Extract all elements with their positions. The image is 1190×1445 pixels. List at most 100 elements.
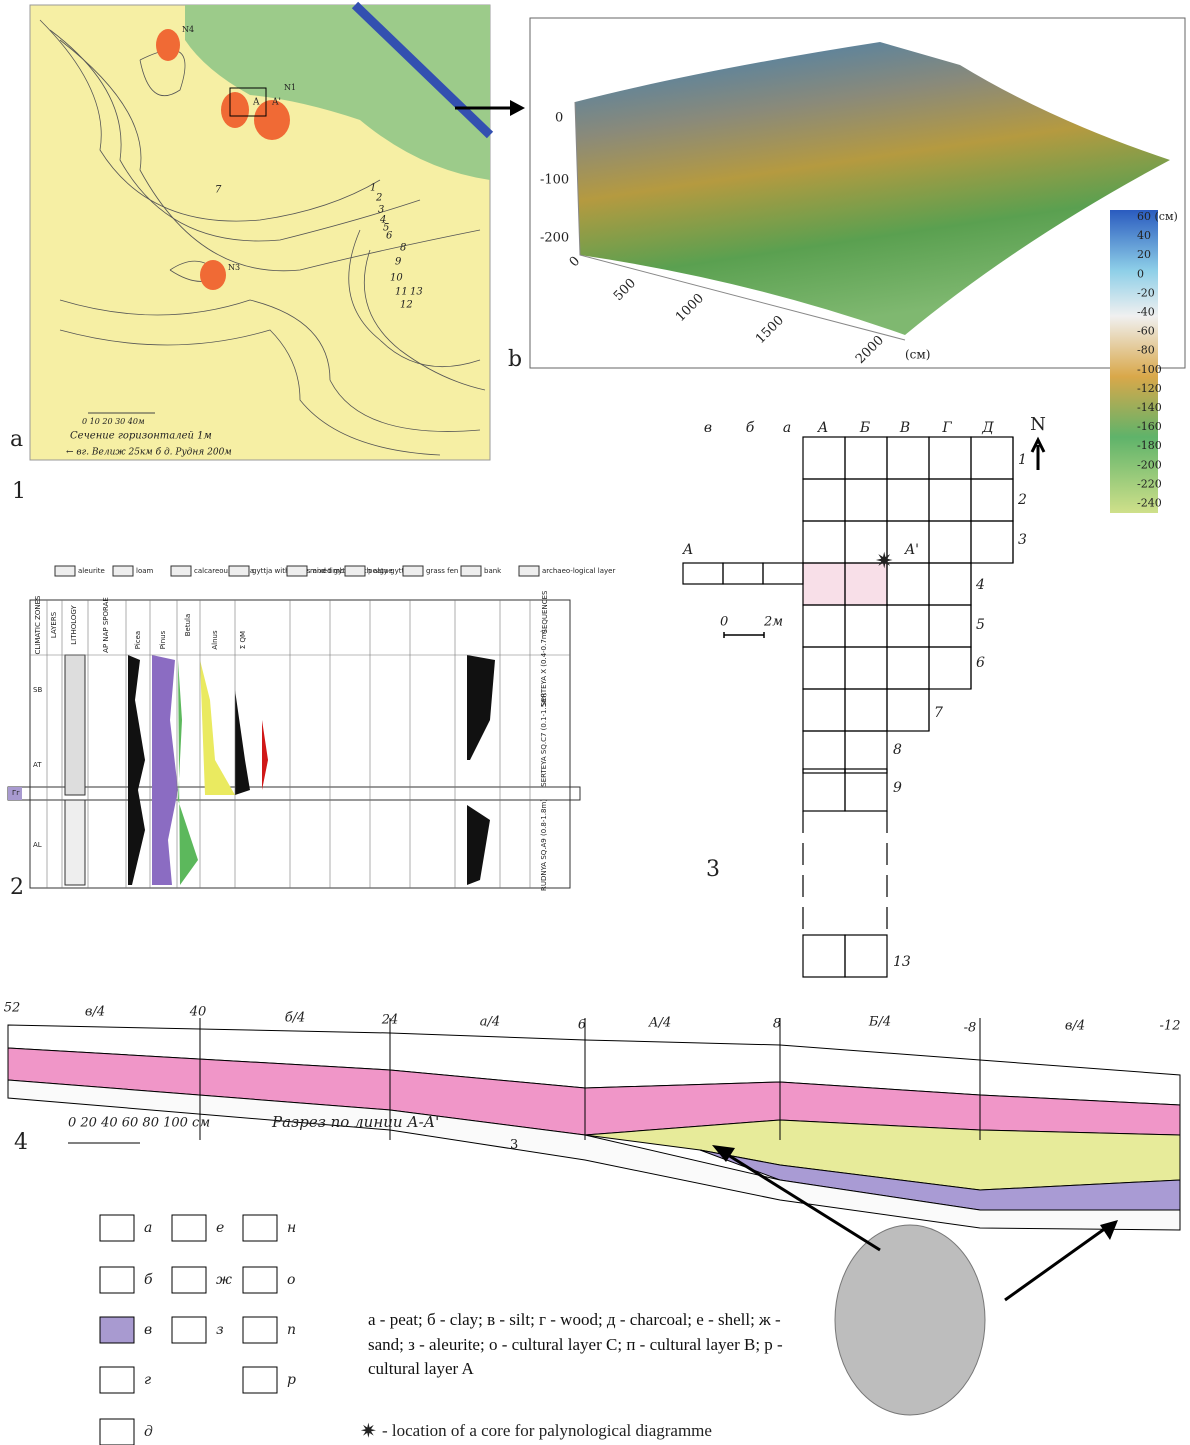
cell (845, 689, 887, 731)
legend-letter: б (144, 1272, 153, 1288)
colorbar-label: -220 (1137, 477, 1162, 490)
section-label: 40 (189, 1005, 207, 1020)
colorbar-label: 0 (1137, 267, 1144, 280)
row-label: 8 (893, 742, 902, 758)
zone-label: AT (33, 761, 42, 769)
panel-label: a (10, 427, 23, 452)
legend-swatch (172, 1267, 206, 1293)
point-label: A (681, 542, 693, 558)
contour-label: 10 (390, 273, 403, 284)
legend (100, 1215, 277, 1445)
contour-label: 12 (400, 300, 413, 311)
legend-letter: о (287, 1272, 295, 1288)
legend-letter: р (287, 1372, 296, 1388)
core-star: ✷ (360, 1419, 377, 1443)
contour-label: 7 (215, 185, 222, 196)
contour-label: 6 (386, 231, 393, 242)
cell (887, 689, 929, 731)
legend-swatch (243, 1367, 277, 1393)
legend-swatch (345, 566, 365, 576)
column-header: SEQUENCES (541, 590, 549, 633)
legend-label: bank (484, 567, 502, 575)
north-label: N (1030, 414, 1046, 435)
cell (887, 437, 929, 479)
scale-bar (724, 632, 764, 638)
cell (845, 647, 887, 689)
cell (723, 563, 763, 584)
legend-letter: з (216, 1322, 224, 1338)
column-header: LAYERS (50, 611, 58, 638)
cell (803, 935, 845, 977)
legend-swatch (172, 1317, 206, 1343)
scale-label: 0 (720, 615, 728, 630)
scale-label: 0 20 40 60 80 100 см (68, 1116, 210, 1131)
legend-swatch (172, 1215, 206, 1241)
colorbar-label: -240 (1137, 497, 1162, 510)
panel-label: 2 (10, 875, 24, 900)
cell (929, 479, 971, 521)
zone-label: SB (33, 686, 42, 694)
cell (887, 647, 929, 689)
cell (845, 605, 887, 647)
section-label: а/4 (480, 1015, 500, 1030)
sequence-label: RUDNYA SQ.A9 (0.8-1.8m) (540, 799, 548, 891)
colorbar-label: -180 (1137, 439, 1162, 452)
row-label: 3 (1018, 532, 1027, 548)
legend-letter: д (144, 1424, 153, 1440)
row-label: 13 (893, 954, 911, 970)
scale-label: 2м (763, 615, 783, 630)
column-header: Betula (184, 614, 192, 637)
legend-swatch (243, 1215, 277, 1241)
site (156, 29, 180, 61)
colorbar-label: -100 (1137, 363, 1162, 376)
cell (929, 437, 971, 479)
cell (929, 647, 971, 689)
colorbar-label: -20 (1137, 286, 1155, 299)
section-label: 52 (4, 1001, 21, 1016)
column-label: В (899, 420, 910, 436)
pollen-diagram (8, 600, 580, 888)
grid-plan (683, 437, 1044, 977)
marker-label: N1 (284, 83, 296, 92)
colorbar-label: -60 (1137, 325, 1155, 338)
cell (929, 605, 971, 647)
contour-label: 2 (375, 193, 382, 204)
legend-swatch (100, 1367, 134, 1393)
legend-swatch (229, 566, 249, 576)
colorbar-label: 20 (1137, 248, 1151, 261)
contour-label: 11 (395, 287, 408, 298)
colorbar-label: -80 (1137, 344, 1155, 357)
column-label: Б (859, 420, 870, 436)
map (30, 5, 490, 460)
core-star: ✷ (875, 549, 893, 574)
section-label: -12 (1160, 1019, 1181, 1034)
cell (845, 437, 887, 479)
column-header: LITHOLOGY (70, 605, 78, 645)
zone-label: AL (33, 841, 42, 849)
cell (763, 563, 803, 584)
cell (683, 563, 723, 584)
section-label: -8 (964, 1021, 977, 1036)
contour-label: 8 (400, 243, 406, 254)
legend-letter: п (287, 1322, 296, 1338)
arrowhead (510, 100, 525, 116)
column-header: AP NAP SPORAE (102, 597, 110, 653)
legend-swatch (461, 566, 481, 576)
unit-label: (см) (905, 348, 930, 362)
caption: Сечение горизонталей 1м (70, 431, 212, 442)
legend-swatch (100, 1215, 134, 1241)
cell (845, 935, 887, 977)
contour-label: 13 (410, 287, 423, 298)
legend-swatch (243, 1317, 277, 1343)
column-header: Σ QM (239, 631, 247, 649)
section-label: в/4 (1065, 1019, 1085, 1034)
cell (845, 731, 887, 773)
legend-letter: ж (216, 1272, 232, 1288)
column-header: Picea (134, 631, 142, 649)
cell (845, 479, 887, 521)
legend-letter: г (144, 1372, 151, 1388)
colorbar-label: -160 (1137, 420, 1162, 433)
north-arrow (1032, 440, 1044, 470)
scale-label: 0 10 20 30 40м (82, 417, 145, 426)
section-title: Разрез по линии А-А' (271, 1113, 439, 1131)
